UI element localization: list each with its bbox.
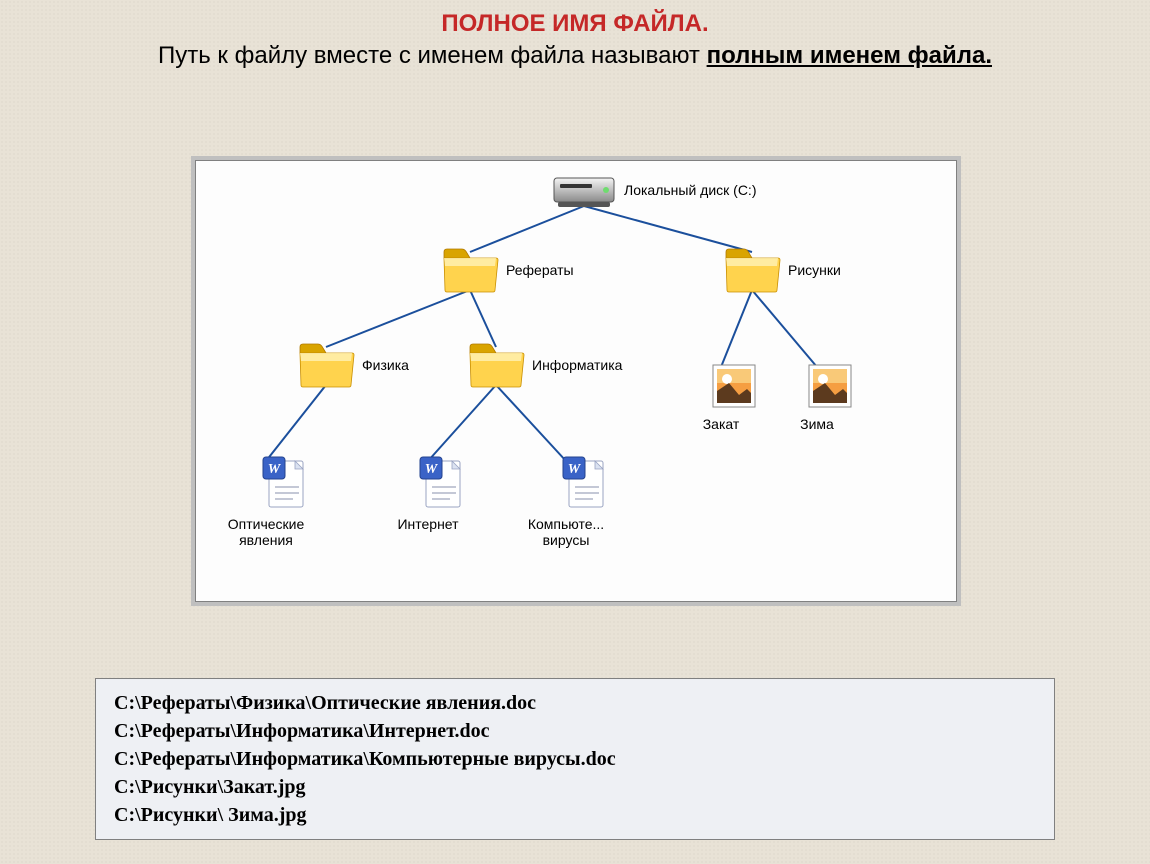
- node-label: Рефераты: [506, 262, 574, 278]
- path-line: C:\Рефераты\Информатика\Интернет.doc: [114, 717, 1036, 745]
- node-label: Зима: [767, 416, 867, 432]
- tree-diagram: Локальный диск (C:) Рефераты Рисунки Физика…: [195, 160, 957, 602]
- path-line: C:\Рефераты\Физика\Оптические явления.do…: [114, 689, 1036, 717]
- tree-node-ris: Рисунки: [722, 246, 782, 299]
- image-icon: [805, 361, 855, 414]
- node-label: Физика: [362, 357, 409, 373]
- node-label: Информатика: [532, 357, 622, 373]
- doc-icon: W: [259, 455, 309, 514]
- page-title-line2: Путь к файлу вместе с именем файла назыв…: [0, 38, 1150, 70]
- doc-icon: W: [416, 455, 466, 514]
- image-icon: [709, 361, 759, 414]
- node-label: Интернет: [378, 516, 478, 532]
- folder-icon: [722, 246, 782, 299]
- drive-icon: [550, 170, 618, 215]
- svg-text:W: W: [424, 462, 438, 477]
- tree-node-virus: WКомпьюте...вирусы: [541, 455, 626, 548]
- path-line: C:\Рисунки\ Зима.jpg: [114, 801, 1036, 829]
- path-line: C:\Рефераты\Информатика\Компьютерные вир…: [114, 745, 1036, 773]
- path-line: C:\Рисунки\Закат.jpg: [114, 773, 1036, 801]
- folder-icon: [466, 341, 526, 394]
- svg-text:W: W: [567, 462, 581, 477]
- tree-node-zakat: Закат: [696, 361, 771, 432]
- node-label: Локальный диск (C:): [624, 182, 757, 198]
- tree-nodes: Локальный диск (C:) Рефераты Рисунки Физика…: [196, 161, 956, 601]
- svg-text:W: W: [267, 462, 281, 477]
- doc-icon: W: [559, 455, 609, 514]
- tree-node-root: Локальный диск (C:): [550, 170, 618, 215]
- tree-node-fiz: Физика: [296, 341, 356, 394]
- tree-node-inet: WИнтернет: [403, 455, 478, 532]
- node-label: Оптическиеявления: [206, 516, 326, 548]
- node-label: Компьюте...вирусы: [506, 516, 626, 548]
- title-line2-prefix: Путь к файлу вместе с именем файла назыв…: [158, 42, 707, 69]
- page-title-line1: ПОЛНОЕ ИМЯ ФАЙЛА.: [0, 0, 1150, 38]
- tree-node-inf: Информатика: [466, 341, 526, 394]
- node-label: Рисунки: [788, 262, 841, 278]
- folder-icon: [296, 341, 356, 394]
- title-line2-emph: полным именем файла.: [707, 42, 992, 69]
- folder-icon: [440, 246, 500, 299]
- tree-node-zima: Зима: [792, 361, 867, 432]
- paths-list: C:\Рефераты\Физика\Оптические явления.do…: [95, 678, 1055, 840]
- tree-node-opt: WОптическиеявления: [241, 455, 326, 548]
- tree-node-ref: Рефераты: [440, 246, 500, 299]
- node-label: Закат: [671, 416, 771, 432]
